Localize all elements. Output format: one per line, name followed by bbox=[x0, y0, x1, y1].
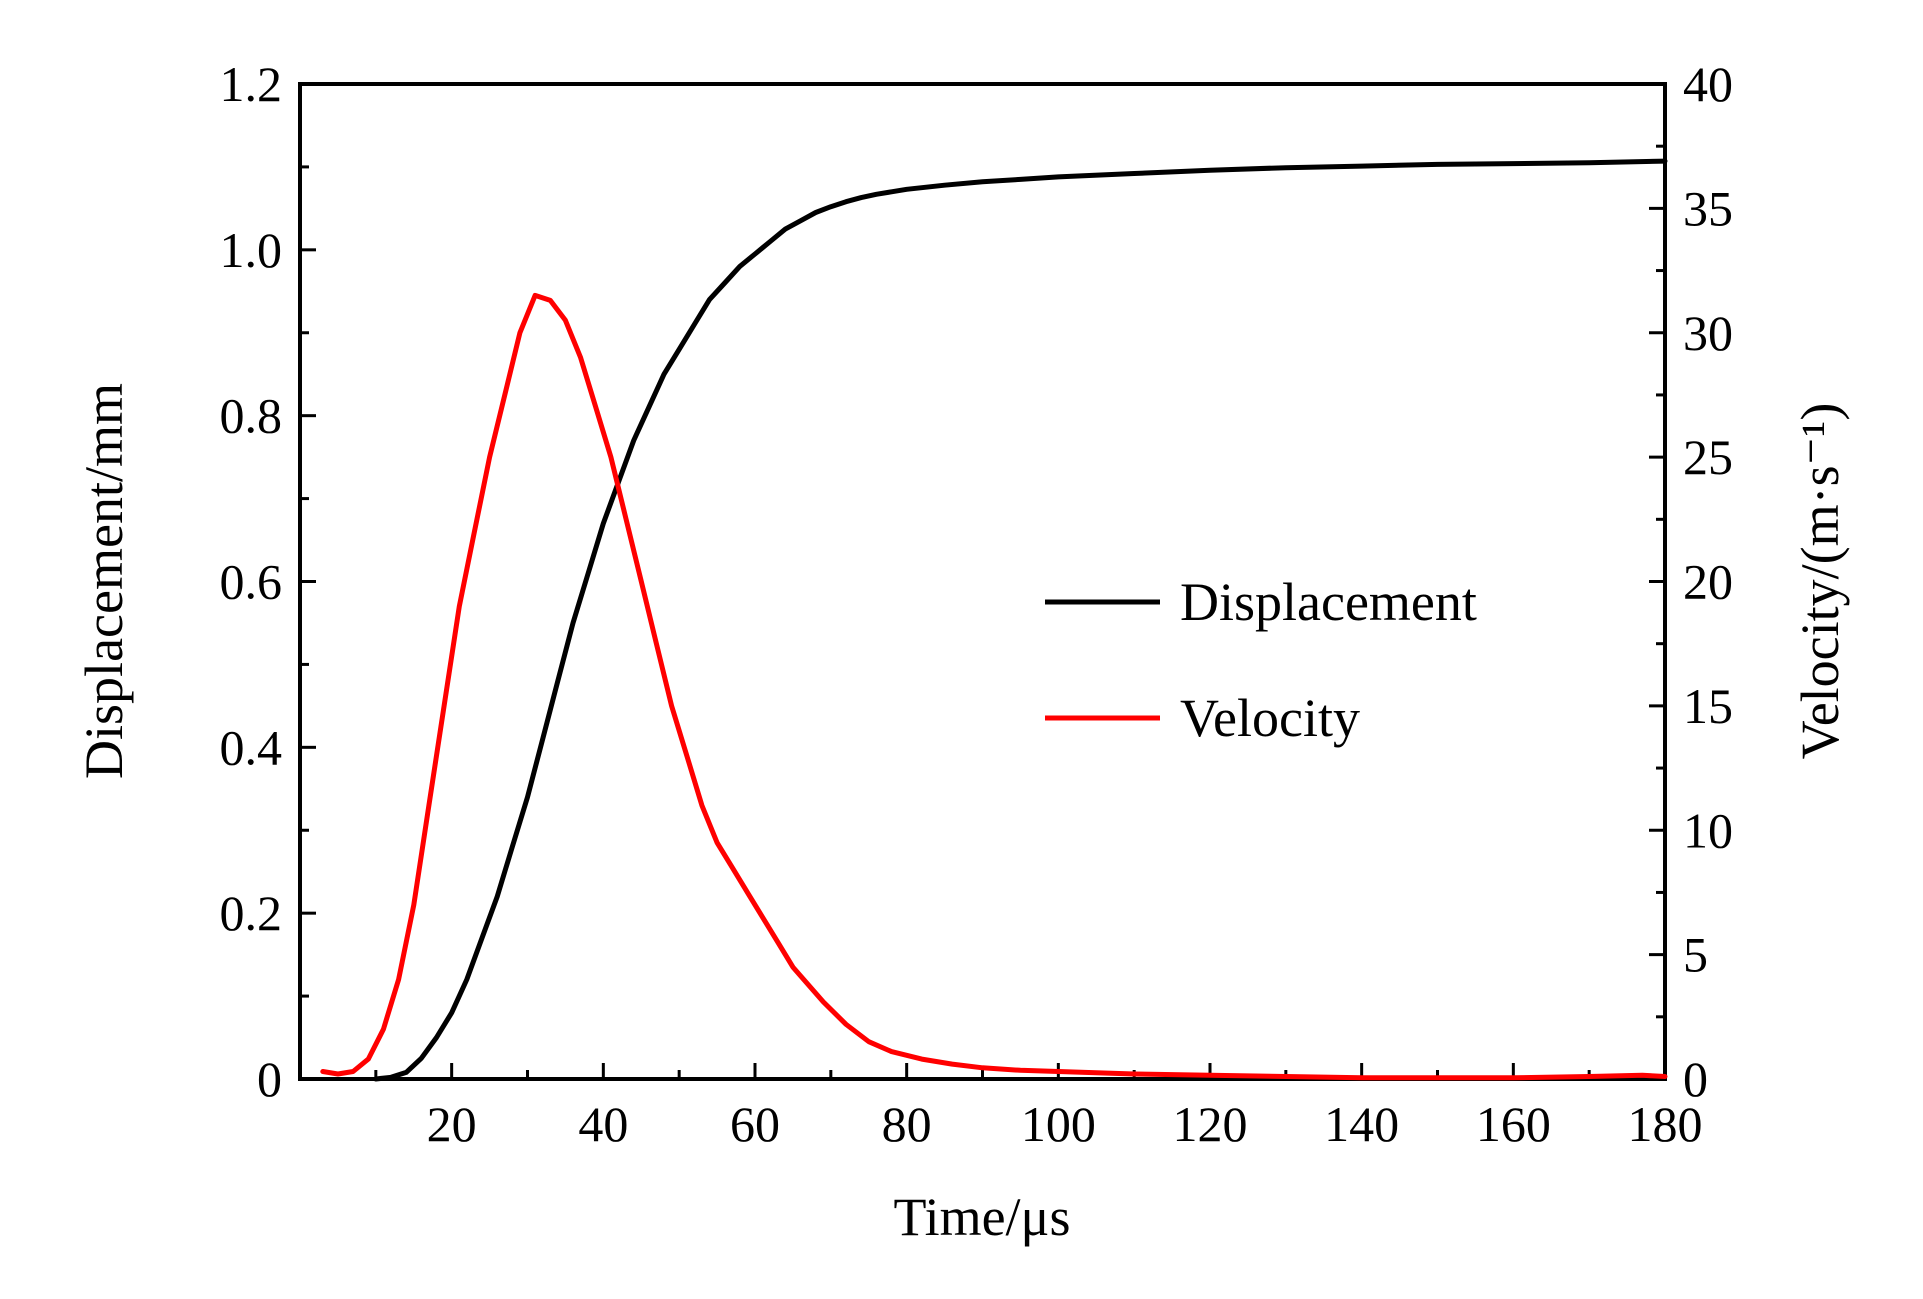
x-tick-label: 180 bbox=[1628, 1096, 1703, 1152]
legend: Displacement Velocity bbox=[1045, 572, 1477, 748]
x-tick-label: 40 bbox=[578, 1096, 628, 1152]
y-right-tick-label: 10 bbox=[1683, 802, 1733, 858]
y-right-tick-label: 15 bbox=[1683, 678, 1733, 734]
y-left-tick-label: 0.4 bbox=[220, 719, 283, 775]
axis-tick-labels: 20 40 60 80 100 120 140 160 18000.20.40.60.81.01… bbox=[220, 56, 1734, 1152]
y-right-tick-label: 20 bbox=[1683, 554, 1733, 610]
y-right-tick-label: 40 bbox=[1683, 56, 1733, 112]
x-tick-label: 160 bbox=[1476, 1096, 1551, 1152]
x-tick-label: 80 bbox=[882, 1096, 932, 1152]
x-tick-label: 60 bbox=[730, 1096, 780, 1152]
x-tick-label: 100 bbox=[1021, 1096, 1096, 1152]
series-layer bbox=[320, 158, 1668, 1082]
x-tick-label: 20 bbox=[427, 1096, 477, 1152]
legend-label-displacement: Displacement bbox=[1180, 572, 1477, 632]
y-right-tick-label: 35 bbox=[1683, 180, 1733, 236]
y-axis-right-title: Velocity/(m·s⁻¹) bbox=[1790, 403, 1850, 760]
y-right-tick-label: 5 bbox=[1683, 927, 1708, 983]
x-tick-label: 140 bbox=[1324, 1096, 1399, 1152]
y-left-tick-label: 0.8 bbox=[220, 388, 283, 444]
y-left-tick-label: 0.2 bbox=[220, 885, 283, 941]
y-right-tick-label: 25 bbox=[1683, 429, 1733, 485]
y-left-tick-label: 0 bbox=[257, 1051, 282, 1107]
x-axis-title: Time/μs bbox=[893, 1187, 1070, 1247]
y-left-tick-label: 1.0 bbox=[220, 222, 283, 278]
legend-label-velocity: Velocity bbox=[1180, 688, 1360, 748]
x-tick-label: 120 bbox=[1173, 1096, 1248, 1152]
y-axis-left-title: Displacement/mm bbox=[74, 383, 134, 779]
y-left-tick-label: 1.2 bbox=[220, 56, 283, 112]
series-line-displacement bbox=[373, 158, 1668, 1082]
y-right-tick-label: 30 bbox=[1683, 305, 1733, 361]
y-left-tick-label: 0.6 bbox=[220, 554, 283, 610]
series-line-velocity bbox=[320, 292, 1668, 1081]
y-right-tick-label: 0 bbox=[1683, 1051, 1708, 1107]
